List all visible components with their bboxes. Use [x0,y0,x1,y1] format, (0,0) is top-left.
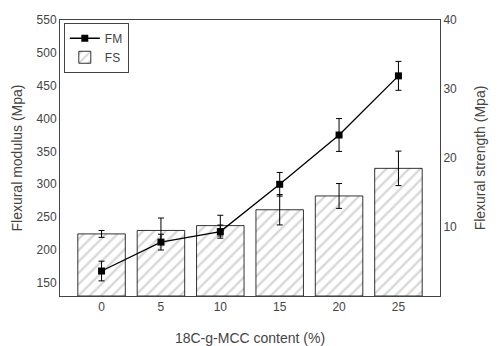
svg-text:40: 40 [443,13,457,27]
svg-text:150: 150 [37,276,57,290]
svg-text:450: 450 [37,79,57,93]
svg-text:10: 10 [214,300,228,314]
svg-text:18C-g-MCC content (%): 18C-g-MCC content (%) [175,330,325,346]
svg-text:Flexural strength (Mpa): Flexural strength (Mpa) [472,86,488,231]
svg-text:FS: FS [105,51,120,65]
svg-text:Flexural modulus (Mpa): Flexural modulus (Mpa) [9,84,25,231]
svg-text:FM: FM [105,32,122,46]
svg-text:15: 15 [273,300,287,314]
svg-text:5: 5 [158,300,165,314]
svg-text:300: 300 [37,177,57,191]
svg-text:200: 200 [37,243,57,257]
svg-text:350: 350 [37,145,57,159]
svg-text:500: 500 [37,46,57,60]
svg-text:10: 10 [443,220,457,234]
svg-text:550: 550 [37,13,57,27]
svg-text:400: 400 [37,112,57,126]
svg-text:30: 30 [443,82,457,96]
svg-text:0: 0 [98,300,105,314]
svg-text:20: 20 [332,300,346,314]
svg-text:25: 25 [392,300,406,314]
svg-text:20: 20 [443,151,457,165]
svg-text:250: 250 [37,210,57,224]
